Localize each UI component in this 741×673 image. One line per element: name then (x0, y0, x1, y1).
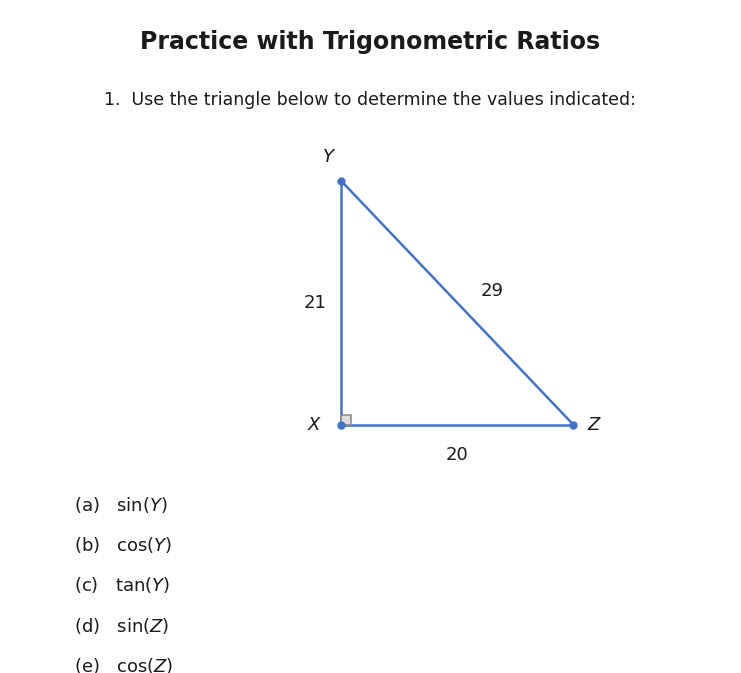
Text: 21: 21 (303, 294, 326, 312)
Text: (a)   $\sin(Y)$: (a) $\sin(Y)$ (74, 495, 167, 515)
Text: X: X (308, 416, 320, 433)
Text: (d)   $\sin(Z)$: (d) $\sin(Z)$ (74, 616, 170, 636)
Text: Z: Z (588, 416, 599, 433)
Text: 29: 29 (480, 282, 504, 300)
Text: Y: Y (323, 148, 334, 166)
Text: (e)   $\cos(Z)$: (e) $\cos(Z)$ (74, 656, 173, 673)
Text: (b)   $\cos(Y)$: (b) $\cos(Y)$ (74, 535, 173, 555)
Text: 20: 20 (446, 446, 469, 464)
Text: Practice with Trigonometric Ratios: Practice with Trigonometric Ratios (141, 30, 600, 55)
Bar (342, 415, 351, 425)
Text: (c)   $\tan(Y)$: (c) $\tan(Y)$ (74, 575, 170, 596)
Text: 1.  Use the triangle below to determine the values indicated:: 1. Use the triangle below to determine t… (104, 91, 636, 109)
